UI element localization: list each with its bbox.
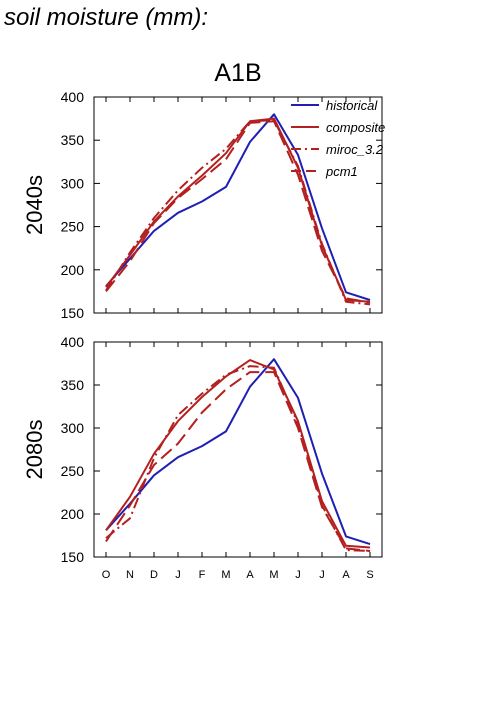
y-tick-label: 350: [61, 132, 85, 148]
chart-title: A1B: [214, 59, 261, 87]
panel-2080s: 150 200 250 300 350 400 O N D J F M A M J J A S 2080s: [22, 334, 383, 581]
plot-frame: [93, 96, 383, 314]
x-tick-label: A: [246, 569, 254, 581]
x-tick-label: J: [175, 569, 181, 581]
x-tick-label: A: [342, 569, 350, 581]
x-tick-label: O: [102, 569, 111, 581]
y-tick-label: 300: [61, 175, 85, 191]
y-tick-label: 250: [61, 463, 85, 479]
x-tick-label: J: [319, 569, 325, 581]
y-tick-label: 200: [61, 506, 85, 522]
y-tick-label: 200: [61, 262, 85, 278]
panel-2040s: 150 200 250 300 350 400 2040s: [22, 89, 383, 321]
x-tick-label: N: [126, 569, 134, 581]
y-tick-label: 300: [61, 420, 85, 436]
series-line-composite: [105, 117, 371, 303]
y-tick-label: 150: [61, 549, 85, 565]
page-title: soil moisture (mm):: [4, 4, 209, 31]
y-tick-label: 250: [61, 219, 85, 235]
series-line-pcm1: [105, 120, 371, 304]
y-axis-label: 2080s: [22, 420, 47, 480]
x-tick-label: J: [295, 569, 301, 581]
y-tick-label: 400: [61, 334, 85, 350]
series-line-historical: [105, 113, 371, 301]
legend: historical composite miroc_3.2 pcm1: [291, 98, 385, 179]
series-line-miroc_3.2: [105, 119, 371, 306]
x-tick-label: D: [150, 569, 158, 581]
series-line-pcm1: [105, 371, 371, 552]
y-tick-label: 150: [61, 305, 85, 321]
series-line-composite: [105, 359, 371, 549]
x-tick-label: M: [221, 569, 230, 581]
plot-frame: [93, 341, 383, 558]
legend-label-pcm1: pcm1: [325, 164, 358, 179]
series-line-historical: [105, 358, 371, 546]
y-tick-label: 400: [61, 89, 85, 105]
legend-label-historical: historical: [326, 98, 378, 113]
x-tick-label: F: [199, 569, 206, 581]
legend-label-composite: composite: [326, 120, 385, 135]
series-line-miroc_3.2: [105, 365, 371, 552]
x-tick-label: M: [269, 569, 278, 581]
legend-label-miroc_3.2: miroc_3.2: [326, 142, 384, 157]
y-tick-label: 350: [61, 377, 85, 393]
y-axis-label: 2040s: [22, 175, 47, 235]
x-tick-label: S: [366, 569, 373, 581]
panels-layer: 150 200 250 300 350 400 2040s 150 200 250 300 350 40…: [22, 89, 383, 581]
